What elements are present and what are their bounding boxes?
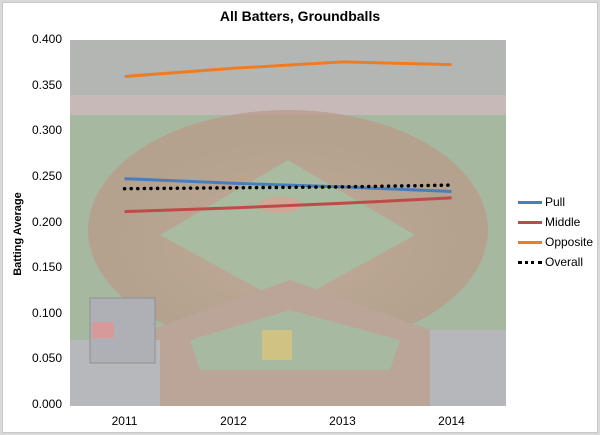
legend: Pull Middle Opposite Overall — [518, 192, 593, 272]
legend-item-middle: Middle — [518, 212, 593, 232]
y-tick-label: 0.350 — [31, 77, 62, 92]
y-tick-label: 0.150 — [31, 260, 62, 275]
overall-swatch-icon — [518, 260, 542, 264]
legend-label-middle: Middle — [545, 215, 581, 229]
chart-title: All Batters, Groundballs — [219, 8, 381, 24]
legend-label-pull: Pull — [545, 195, 566, 209]
legend-item-opposite: Opposite — [518, 232, 593, 252]
legend-item-overall: Overall — [518, 252, 593, 272]
pull-swatch-icon — [518, 200, 542, 204]
y-tick-label: 0.100 — [31, 305, 62, 320]
opposite-swatch-icon — [518, 240, 542, 244]
y-tick-label: 0.400 — [31, 32, 62, 46]
y-tick-label: 0.300 — [31, 123, 62, 138]
series-middle-line — [124, 196, 452, 214]
x-tick-label: 2011 — [111, 414, 138, 428]
legend-label-overall: Overall — [545, 255, 584, 269]
legend-item-pull: Pull — [518, 192, 593, 212]
legend-label-opposite: Opposite — [545, 235, 594, 249]
series-opposite-line — [124, 60, 452, 78]
y-tick-label: 0.250 — [31, 168, 62, 183]
x-tick-label: 2014 — [438, 414, 465, 428]
middle-swatch-icon — [518, 220, 542, 224]
series-overall-line — [122, 183, 454, 191]
y-tick-label: 0.000 — [31, 397, 62, 411]
y-tick-label: 0.050 — [31, 351, 62, 366]
series-pull-line — [124, 177, 452, 193]
x-tick-label: 2012 — [220, 414, 247, 428]
x-tick-label: 2013 — [329, 414, 356, 428]
y-tick-label: 0.200 — [31, 214, 62, 229]
